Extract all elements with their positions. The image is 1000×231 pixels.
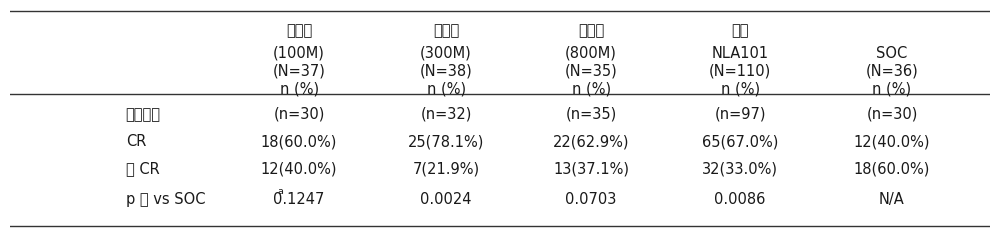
- Text: 中剂量: 中剂量: [433, 23, 459, 38]
- Text: 12(40.0%): 12(40.0%): [854, 134, 930, 149]
- Text: 未 CR: 未 CR: [126, 161, 159, 176]
- Text: n (%): n (%): [721, 81, 760, 96]
- Text: 25(78.1%): 25(78.1%): [408, 134, 484, 149]
- Text: SOC: SOC: [876, 46, 908, 61]
- Text: (800M): (800M): [565, 46, 617, 61]
- Text: p 値 vs SOC: p 値 vs SOC: [126, 192, 205, 207]
- Text: n (%): n (%): [572, 81, 611, 96]
- Text: (n=97): (n=97): [714, 107, 766, 122]
- Text: (300M): (300M): [420, 46, 472, 61]
- Text: 32(33.0%): 32(33.0%): [702, 161, 778, 176]
- Text: (100M): (100M): [273, 46, 325, 61]
- Text: 12(40.0%): 12(40.0%): [261, 161, 337, 176]
- Text: 18(60.0%): 18(60.0%): [854, 161, 930, 176]
- Text: (N=110): (N=110): [709, 64, 771, 79]
- Text: N/A: N/A: [879, 192, 905, 207]
- Text: 7(21.9%): 7(21.9%): [413, 161, 480, 176]
- Text: 18(60.0%): 18(60.0%): [261, 134, 337, 149]
- Text: (N=38): (N=38): [420, 64, 472, 79]
- Text: (n=35): (n=35): [566, 107, 617, 122]
- Text: n (%): n (%): [872, 81, 912, 96]
- Text: (N=35): (N=35): [565, 64, 618, 79]
- Text: 高剂量: 高剂量: [578, 23, 604, 38]
- Text: 0.0024: 0.0024: [420, 192, 472, 207]
- Text: 低剂量: 低剂量: [286, 23, 312, 38]
- Text: (N=36): (N=36): [866, 64, 918, 79]
- Text: 65(67.0%): 65(67.0%): [702, 134, 778, 149]
- Text: (N=37): (N=37): [273, 64, 326, 79]
- Text: 22(62.9%): 22(62.9%): [553, 134, 629, 149]
- Text: n (%): n (%): [427, 81, 466, 96]
- Text: CR: CR: [126, 134, 146, 149]
- Text: NLA101: NLA101: [712, 46, 769, 61]
- Text: a: a: [278, 187, 283, 196]
- Text: 0.1247: 0.1247: [273, 192, 325, 207]
- Text: 0.0703: 0.0703: [565, 192, 617, 207]
- Text: 0.0086: 0.0086: [714, 192, 766, 207]
- Text: (n=32): (n=32): [420, 107, 472, 122]
- Text: 评估例数: 评估例数: [126, 107, 161, 122]
- Text: n (%): n (%): [280, 81, 319, 96]
- Text: 13(37.1%): 13(37.1%): [553, 161, 629, 176]
- Text: (n=30): (n=30): [866, 107, 918, 122]
- Text: (n=30): (n=30): [273, 107, 325, 122]
- Text: 总计: 总计: [731, 23, 749, 38]
